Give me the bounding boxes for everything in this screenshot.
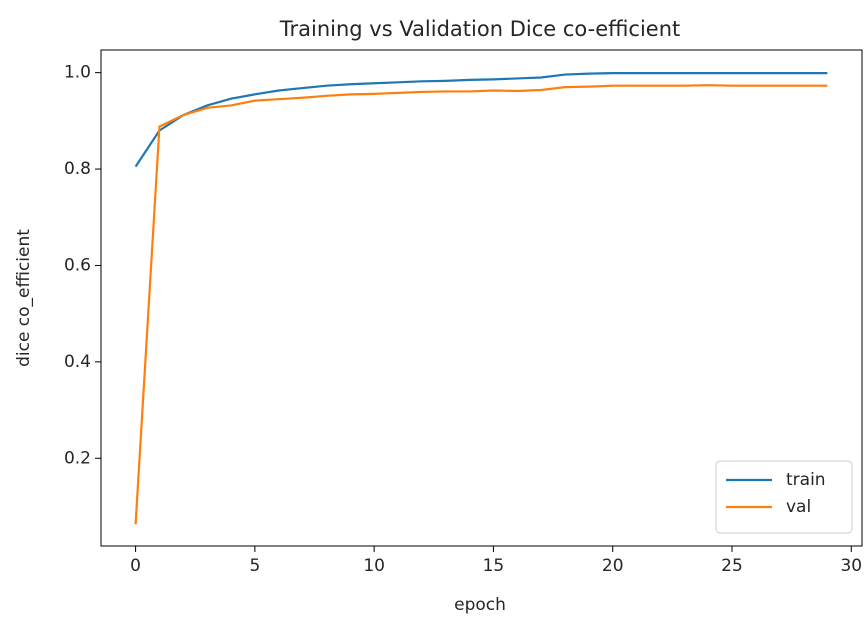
y-tick-label: 0.4 [64,352,91,372]
axes-frame [100,49,863,547]
legend-box [715,460,853,534]
y-tick-label: 0.8 [64,159,91,179]
series-line [134,72,828,168]
y-tick-label: 0.2 [64,448,91,468]
y-axis-label: dice co_efficient [14,229,34,367]
series-line [134,84,828,525]
chart-title: Training vs Validation Dice co-efficient [279,17,681,41]
y-tick-label: 0.6 [64,255,91,275]
x-tick-label: 15 [483,556,505,576]
x-tick-label: 0 [130,556,141,576]
x-tick-label: 10 [363,556,385,576]
x-tick-label: 20 [602,556,624,576]
x-tick-label: 25 [721,556,743,576]
legend-label: train [786,470,826,490]
x-tick-label: 30 [840,556,862,576]
legend-label: val [786,497,811,517]
x-tick-label: 5 [249,556,260,576]
x-axis-label: epoch [454,595,506,615]
y-tick-label: 1.0 [64,63,91,83]
